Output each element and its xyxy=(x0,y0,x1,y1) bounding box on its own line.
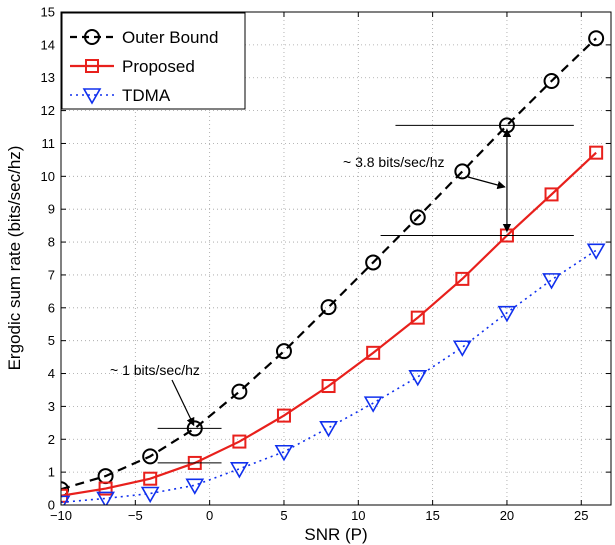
y-tick-label: 6 xyxy=(48,300,55,315)
y-tick-label: 12 xyxy=(41,103,55,118)
data-point-tdma xyxy=(319,420,338,438)
data-point-proposed xyxy=(232,434,247,449)
data-point-proposed xyxy=(455,271,470,286)
data-point-outer-bound xyxy=(320,299,337,316)
plot-frame xyxy=(60,11,612,506)
series-tdma xyxy=(61,243,606,505)
y-axis-title: Ergodic sum rate (bits/sec/hz) xyxy=(5,146,24,371)
data-point-tdma xyxy=(229,462,249,479)
y-tick-label: 3 xyxy=(48,399,55,414)
data-point-outer-bound xyxy=(231,383,248,400)
data-point-proposed xyxy=(366,345,381,360)
legend-label-outer-bound: Outer Bound xyxy=(122,28,218,47)
legend-marker-proposed xyxy=(85,59,99,73)
data-point-proposed xyxy=(321,379,336,394)
y-tick-label: 5 xyxy=(48,333,55,348)
y-tick-label: 10 xyxy=(41,169,55,184)
y-tick-label: 8 xyxy=(48,235,55,250)
data-point-outer-bound xyxy=(409,209,426,226)
x-tick-label: 10 xyxy=(351,508,365,523)
data-point-proposed xyxy=(143,471,158,486)
data-point-tdma xyxy=(61,495,71,505)
data-point-outer-bound xyxy=(142,448,159,465)
data-point-tdma xyxy=(274,444,294,462)
x-tick-label: 20 xyxy=(500,508,514,523)
y-tick-label: 7 xyxy=(48,267,55,282)
legend-label-proposed: Proposed xyxy=(122,57,195,76)
y-tick-label: 14 xyxy=(41,37,55,52)
data-point-outer-bound xyxy=(365,254,382,271)
data-point-proposed xyxy=(544,187,559,202)
ticks xyxy=(60,11,611,506)
x-tick-label: 15 xyxy=(425,508,439,523)
annotations: ~ 3.8 bits/sec/hz ~ 1 bits/sec/hz xyxy=(110,124,574,464)
y-tick-label: 4 xyxy=(48,366,55,381)
y-tick-label: 9 xyxy=(48,202,55,217)
x-tick-label: 25 xyxy=(574,508,588,523)
x-tick-label: −10 xyxy=(50,508,72,523)
annotation-pointer-arrow xyxy=(467,176,506,190)
y-tick-label: 15 xyxy=(41,5,55,20)
data-point-tdma xyxy=(497,305,517,323)
data-point-tdma xyxy=(452,340,472,357)
data-point-tdma xyxy=(363,396,383,413)
legend-label-tdma: TDMA xyxy=(122,86,171,105)
data-point-tdma xyxy=(542,273,561,290)
data-point-outer-bound xyxy=(275,343,292,360)
legend: Outer Bound Proposed TDMA xyxy=(61,12,246,110)
data-point-outer-bound xyxy=(588,30,605,47)
y-tick-label: 0 xyxy=(48,498,55,513)
y-tick-label: 13 xyxy=(41,70,55,85)
series-layer xyxy=(61,30,606,505)
data-point-outer-bound xyxy=(454,163,471,180)
data-point-proposed xyxy=(98,481,113,496)
data-point-proposed xyxy=(276,408,291,423)
data-point-tdma xyxy=(96,491,115,505)
y-tick-label: 11 xyxy=(42,136,56,151)
y-tick-label: 2 xyxy=(48,432,55,447)
legend-marker-tdma xyxy=(82,88,102,105)
data-point-proposed xyxy=(589,145,604,160)
x-tick-label: 5 xyxy=(280,508,287,523)
annotation-pointer-arrow xyxy=(171,379,195,427)
data-point-tdma xyxy=(185,478,205,495)
x-tick-label: 0 xyxy=(206,508,213,523)
series-line-outer-bound xyxy=(61,37,597,491)
series-outer-bound xyxy=(61,30,605,498)
annotation-label: ~ 3.8 bits/sec/hz xyxy=(343,154,445,170)
x-axis-title: SNR (P) xyxy=(304,525,367,544)
data-point-tdma xyxy=(408,370,428,387)
annotation-label: ~ 1 bits/sec/hz xyxy=(110,362,200,378)
data-point-outer-bound xyxy=(543,73,560,90)
series-line-tdma xyxy=(61,249,597,504)
y-tick-label: 1 xyxy=(48,465,55,480)
legend-marker-outer-bound xyxy=(84,29,100,45)
x-tick-label: −5 xyxy=(128,508,143,523)
data-point-proposed xyxy=(410,310,425,325)
data-point-tdma xyxy=(586,243,606,260)
data-point-tdma xyxy=(140,486,160,504)
